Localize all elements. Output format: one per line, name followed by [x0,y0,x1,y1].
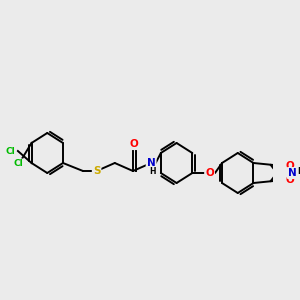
Text: H: H [149,167,155,176]
Text: O: O [130,139,138,149]
Text: N: N [147,158,155,168]
Text: S: S [93,166,100,176]
Text: N: N [288,168,297,178]
Text: O: O [205,168,214,178]
Text: Cl: Cl [6,146,16,155]
Text: O: O [286,161,294,171]
Text: Cl: Cl [13,160,23,169]
Text: O: O [286,175,294,185]
Text: H: H [297,167,300,176]
